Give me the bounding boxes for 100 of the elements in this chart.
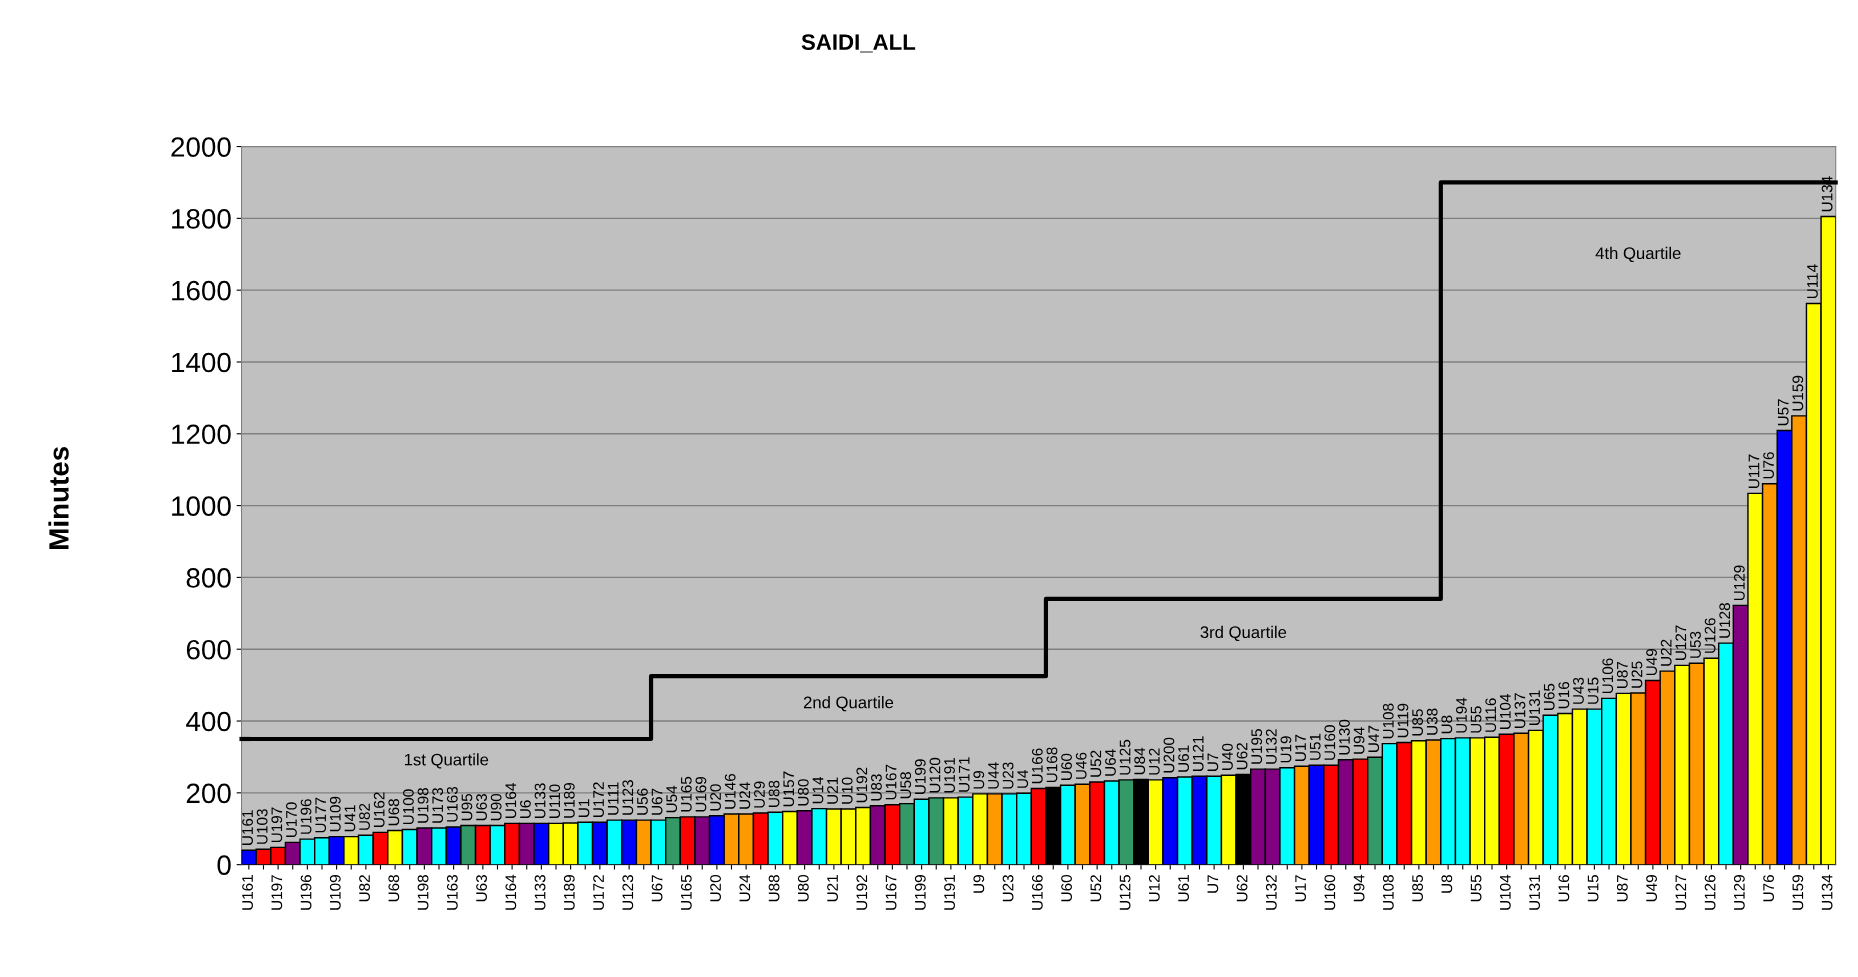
x-tick-label: U21: [827, 875, 838, 902]
data-label: U15: [1587, 677, 1599, 704]
y-tick-label: 1600: [172, 280, 231, 301]
data-label: U159: [1792, 375, 1804, 411]
x-tick-label: U198: [417, 875, 429, 910]
data-label: U164: [505, 783, 517, 819]
data-label: U1: [578, 799, 590, 817]
data-label: U62: [1236, 743, 1248, 770]
data-label: U171: [958, 757, 970, 792]
data-label: U170: [286, 802, 297, 838]
data-label: U137: [1514, 693, 1526, 728]
x-tick-label: U85: [1412, 875, 1423, 902]
data-label: U29: [754, 781, 765, 808]
chart-title: SAIDI_ALL: [801, 34, 916, 53]
data-label: U68: [388, 799, 400, 826]
data-label: U129: [1733, 565, 1745, 601]
data-label: U128: [1719, 603, 1731, 638]
x-tick-label: U172: [593, 875, 604, 910]
data-label: U84: [1134, 747, 1146, 775]
x-tick-label: U160: [1324, 874, 1336, 910]
x-tick-label: U16: [1558, 875, 1570, 902]
data-label: U20: [710, 784, 721, 811]
x-tick-label: U9: [973, 875, 985, 893]
data-label: U24: [739, 782, 751, 809]
x-tick-label: U164: [505, 874, 517, 910]
data-label: U85: [1412, 709, 1423, 736]
data-label: U43: [1573, 677, 1584, 704]
x-tick-label: U8: [1441, 875, 1453, 893]
data-label: U7: [1207, 753, 1219, 771]
x-tick-label: U17: [1295, 875, 1306, 902]
data-label: U41: [344, 805, 356, 832]
x-tick-label: U131: [1529, 875, 1540, 910]
data-label: U106: [1602, 658, 1614, 694]
data-label: U40: [1222, 743, 1233, 770]
data-label: U123: [622, 780, 634, 815]
x-tick-label: U167: [885, 875, 897, 910]
x-tick-label: U55: [1470, 875, 1482, 902]
data-label: U67: [651, 788, 663, 815]
x-tick-label: U82: [359, 875, 370, 902]
data-label: U121: [1192, 736, 1204, 771]
x-tick-label: U76: [1763, 875, 1774, 902]
data-label: U200: [1163, 737, 1175, 773]
data-label: U10: [841, 777, 853, 804]
data-label: U88: [768, 780, 780, 807]
data-label: U58: [900, 772, 912, 799]
data-label: U169: [695, 776, 707, 812]
data-label: U55: [1470, 706, 1482, 733]
data-label: U168: [1046, 747, 1058, 783]
data-label: U83: [871, 774, 882, 801]
data-label: U104: [1499, 694, 1511, 729]
data-label: U192: [856, 767, 868, 803]
data-label: U146: [724, 774, 736, 809]
y-tick-label: 800: [186, 568, 231, 588]
x-tick-label: U49: [1646, 875, 1657, 902]
data-label: U60: [1061, 753, 1072, 780]
data-label: U38: [1426, 708, 1438, 735]
x-tick-label: U123: [622, 875, 634, 910]
data-label: U160: [1324, 725, 1336, 760]
x-tick-label: U88: [768, 875, 780, 902]
x-tick-label: U129: [1733, 875, 1745, 910]
x-tick-label: U134: [1821, 874, 1833, 910]
data-label: U199: [914, 759, 926, 794]
data-label: U131: [1529, 690, 1540, 726]
data-label: U119: [1397, 703, 1409, 738]
data-label: U120: [929, 757, 941, 793]
x-tick-label: U24: [739, 874, 751, 902]
x-tick-label: U132: [1265, 875, 1277, 910]
data-label: U110: [549, 784, 561, 819]
x-tick-label: U63: [476, 875, 487, 902]
data-label: U194: [1456, 697, 1467, 733]
x-tick-label: U23: [1002, 875, 1014, 902]
data-label: U167: [885, 764, 897, 800]
x-tick-label: U12: [1148, 875, 1160, 902]
y-axis-title: Minutes: [48, 446, 69, 549]
x-tick-label: U62: [1236, 875, 1248, 902]
data-label: U125: [1119, 739, 1131, 775]
x-tick-label: U165: [680, 875, 692, 910]
x-tick-label: U199: [914, 875, 926, 910]
x-tick-label: U163: [446, 875, 458, 910]
data-label: U166: [1031, 748, 1043, 784]
data-label: U87: [1616, 661, 1628, 689]
x-tick-label: U109: [329, 875, 341, 910]
x-tick-label: U159: [1792, 875, 1804, 910]
data-label: U65: [1543, 683, 1555, 710]
x-tick-label: U7: [1207, 875, 1219, 893]
y-tick-label: 2000: [171, 137, 231, 157]
data-label: U9: [973, 770, 985, 789]
x-tick-label: U108: [1382, 875, 1394, 910]
data-label: U80: [797, 779, 809, 806]
annotation: 3rd Quartile: [1200, 625, 1287, 642]
y-tick-label: 600: [186, 639, 231, 660]
data-label: U130: [1339, 719, 1350, 755]
data-label: U196: [300, 799, 312, 834]
data-label: U111: [607, 782, 619, 815]
x-tick-label: U15: [1587, 875, 1599, 902]
data-label: U56: [637, 788, 648, 815]
data-label: U161: [242, 810, 253, 845]
x-tick-label: U127: [1675, 875, 1687, 910]
y-tick-label: 1000: [172, 496, 231, 516]
data-label: U103: [256, 809, 268, 844]
